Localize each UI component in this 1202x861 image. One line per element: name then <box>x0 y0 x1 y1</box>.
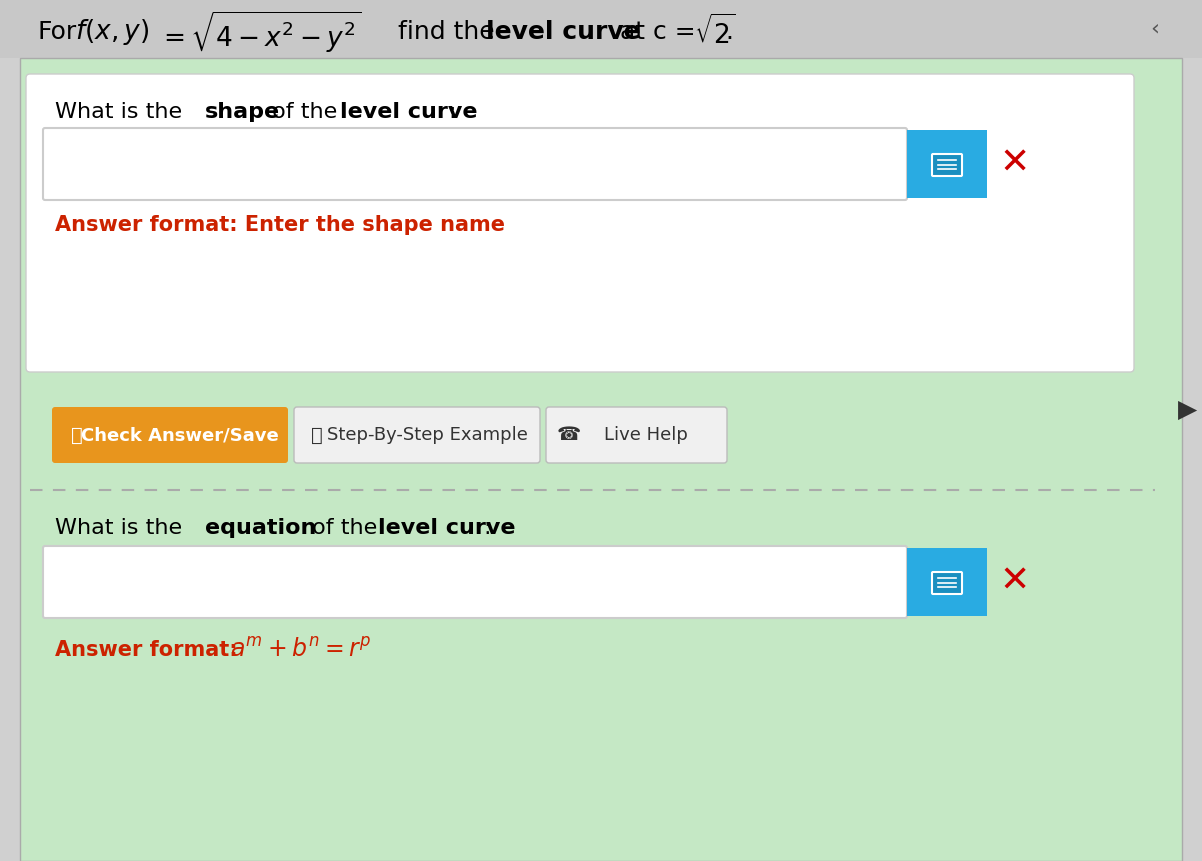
Bar <box>908 130 987 198</box>
Text: of the: of the <box>305 518 385 538</box>
Text: level curve: level curve <box>340 102 477 122</box>
Text: $a^m + b^n = r^p$: $a^m + b^n = r^p$ <box>230 638 371 662</box>
Text: equation: equation <box>206 518 316 538</box>
Text: $\sqrt{2}$: $\sqrt{2}$ <box>694 15 736 49</box>
Text: $f(x,y)$: $f(x,y)$ <box>75 17 149 47</box>
FancyBboxPatch shape <box>26 74 1133 372</box>
Text: at c =: at c = <box>620 20 696 44</box>
Text: of the: of the <box>264 102 345 122</box>
Text: find the: find the <box>389 20 502 44</box>
Text: What is the: What is the <box>55 518 189 538</box>
Text: Check Answer/Save: Check Answer/Save <box>81 426 279 444</box>
Text: ✕: ✕ <box>1000 565 1030 599</box>
Text: Answer format: Enter the shape name: Answer format: Enter the shape name <box>55 215 505 235</box>
Text: shape: shape <box>206 102 280 122</box>
Text: What is the: What is the <box>55 102 189 122</box>
Text: Answer format:: Answer format: <box>55 640 238 660</box>
Text: Step-By-Step Example: Step-By-Step Example <box>327 426 528 444</box>
Bar <box>0 0 1202 58</box>
Text: :: : <box>448 102 456 122</box>
FancyBboxPatch shape <box>43 128 908 200</box>
Text: For: For <box>38 20 77 44</box>
Text: level curve: level curve <box>486 20 641 44</box>
FancyBboxPatch shape <box>546 407 727 463</box>
Text: ⎙: ⎙ <box>71 425 83 444</box>
Text: ‹: ‹ <box>1150 18 1160 38</box>
FancyBboxPatch shape <box>52 407 288 463</box>
Text: Live Help: Live Help <box>605 426 688 444</box>
Text: ✕: ✕ <box>1000 147 1030 181</box>
Text: ▶: ▶ <box>1178 398 1197 422</box>
Text: level curve: level curve <box>377 518 516 538</box>
FancyBboxPatch shape <box>43 546 908 618</box>
Text: .: . <box>725 20 733 44</box>
FancyBboxPatch shape <box>932 154 962 176</box>
Text: $= \sqrt{4 - x^2 - y^2}$: $= \sqrt{4 - x^2 - y^2}$ <box>157 9 362 54</box>
Text: ☎: ☎ <box>557 425 581 444</box>
Bar <box>908 548 987 616</box>
FancyBboxPatch shape <box>932 572 962 594</box>
Text: :: : <box>483 518 490 538</box>
FancyBboxPatch shape <box>294 407 540 463</box>
Text: ⓘ: ⓘ <box>311 425 323 444</box>
